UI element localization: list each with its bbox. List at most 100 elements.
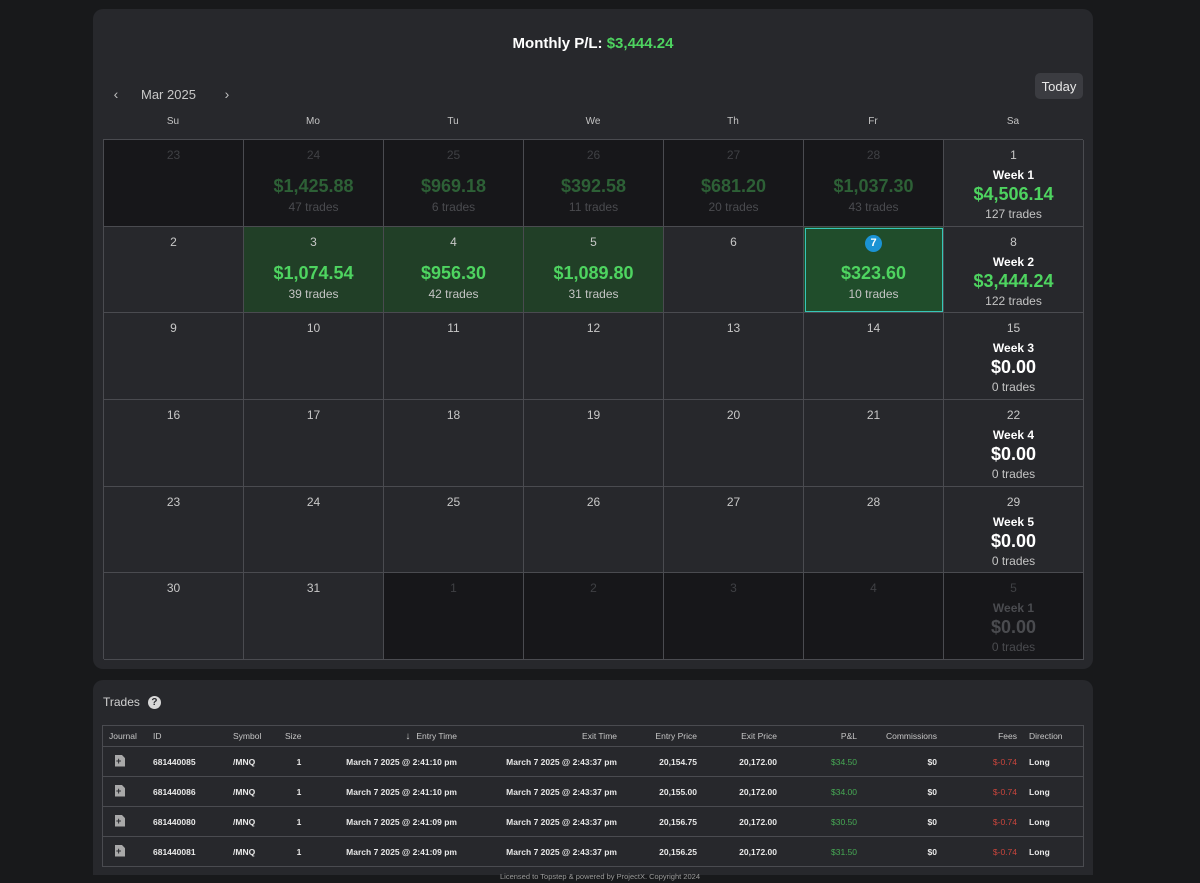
trade-id: 681440081 <box>153 846 196 857</box>
journal-note-icon[interactable] <box>115 844 125 857</box>
column-header-exit-price[interactable]: Exit Price <box>741 731 777 741</box>
calendar-day-cell[interactable]: 14 <box>804 313 944 400</box>
column-header-fees[interactable]: Fees <box>998 731 1017 741</box>
calendar-day-cell[interactable]: 11 <box>384 313 524 400</box>
calendar-day-cell[interactable]: 28 $1,037.30 43 trades <box>804 140 944 227</box>
week-pl-amount: $0.00 <box>990 443 1037 464</box>
calendar-day-cell[interactable]: 21 <box>804 399 944 487</box>
column-header-id[interactable]: ID <box>153 731 162 741</box>
trade-symbol: /MNQ <box>233 846 256 857</box>
current-month: Mar 2025 <box>141 86 196 102</box>
column-header-exit-time[interactable]: Exit Time <box>582 731 617 741</box>
week-summary-cell[interactable]: 15 Week 3 $0.00 0 trades <box>944 313 1084 400</box>
day-number: 11 <box>447 321 460 336</box>
day-number: 25 <box>446 494 461 509</box>
day-number: 1 <box>450 581 457 596</box>
journal-cell <box>103 754 147 769</box>
column-header-entry-price[interactable]: Entry Price <box>655 731 697 741</box>
day-trade-count: 47 trades <box>288 200 339 214</box>
calendar-day-cell[interactable]: 26 $392.58 11 trades <box>524 140 664 227</box>
column-header-commissions[interactable]: Commissions <box>885 731 937 741</box>
day-number: 4 <box>450 234 457 249</box>
day-number: 12 <box>586 321 601 336</box>
calendar-day-cell[interactable]: 25 $969.18 6 trades <box>384 140 524 227</box>
column-header-entry-time[interactable]: ↓ Entry Time <box>319 731 463 742</box>
calendar-day-cell[interactable]: 17 <box>244 399 384 487</box>
day-number: 2 <box>590 581 597 596</box>
calendar-day-cell[interactable]: 23 <box>104 140 244 227</box>
column-header-symbol[interactable]: Symbol <box>233 731 262 741</box>
calendar-day-cell[interactable]: 27 <box>664 486 804 574</box>
calendar-day-cell[interactable]: 4 <box>804 573 944 660</box>
calendar-day-cell[interactable]: 24 $1,425.88 47 trades <box>244 140 384 227</box>
calendar-day-cell[interactable]: 13 <box>664 313 804 400</box>
day-trade-count: 43 trades <box>848 200 899 214</box>
week-summary-cell[interactable]: 22 Week 4 $0.00 0 trades <box>944 399 1084 487</box>
day-number: 1 <box>1010 148 1017 162</box>
calendar-day-cell[interactable]: 20 <box>664 399 804 487</box>
day-number: 3 <box>310 234 317 249</box>
day-number: 5 <box>1010 581 1017 596</box>
calendar-day-cell[interactable]: 18 <box>384 399 524 487</box>
calendar-day-cell[interactable]: 31 <box>244 573 384 660</box>
week-summary-cell[interactable]: 29 Week 5 $0.00 0 trades <box>944 486 1084 574</box>
calendar-day-cell[interactable]: 1 <box>384 573 524 660</box>
calendar-day-cell[interactable]: 27 $681.20 20 trades <box>664 140 804 227</box>
chevron-left-icon[interactable]: ‹ <box>113 86 119 102</box>
calendar-day-cell[interactable]: 9 <box>104 313 244 400</box>
calendar-day-cell[interactable]: 3 $1,074.54 39 trades <box>244 226 384 314</box>
calendar-day-cell[interactable]: 5 $1,089.80 31 trades <box>524 226 664 314</box>
sort-down-icon[interactable]: ↓ <box>405 730 411 742</box>
table-row[interactable]: 681440080/MNQ 1 March 7 2025 @ 2:41:09 pm M… <box>103 807 1083 837</box>
calendar-day-cell[interactable]: 10 <box>244 313 384 400</box>
week-pl-amount: $4,506.14 <box>973 184 1054 204</box>
calendar-day-cell[interactable]: 2 <box>104 226 244 314</box>
journal-note-icon[interactable] <box>115 814 125 827</box>
trade-symbol: /MNQ <box>233 756 256 767</box>
table-row[interactable]: 681440086/MNQ 1 March 7 2025 @ 2:41:10 pm M… <box>103 777 1083 807</box>
week-summary-cell[interactable]: 8 Week 2 $3,444.24 122 trades <box>944 226 1084 314</box>
help-icon[interactable]: ? <box>147 695 161 709</box>
calendar-day-cell[interactable]: 24 <box>244 486 384 574</box>
day-number: 27 <box>726 494 741 509</box>
calendar-day-cell[interactable]: 12 <box>524 313 664 400</box>
chevron-right-icon[interactable]: › <box>224 86 230 102</box>
calendar-day-cell[interactable]: 30 <box>104 573 244 660</box>
column-header-size[interactable]: Size <box>285 731 302 741</box>
today-button[interactable]: Today <box>1035 73 1083 99</box>
calendar-day-cell[interactable]: 26 <box>524 486 664 574</box>
day-number: 13 <box>726 321 741 336</box>
calendar-day-cell[interactable]: 3 <box>664 573 804 660</box>
entry-time-header-label: Entry Time <box>416 730 457 741</box>
trade-exit-time: March 7 2025 @ 2:43:37 pm <box>506 786 617 797</box>
week-summary-cell[interactable]: 5 Week 1 $0.00 0 trades <box>944 573 1084 660</box>
trade-entry-time: March 7 2025 @ 2:41:09 pm <box>346 846 457 857</box>
calendar-day-cell[interactable]: 19 <box>524 399 664 487</box>
calendar-day-cell[interactable]: 25 <box>384 486 524 574</box>
calendar-day-cell[interactable]: 2 <box>524 573 664 660</box>
column-header-direction[interactable]: Direction <box>1029 731 1063 741</box>
column-header-journal[interactable]: Journal <box>109 731 137 741</box>
day-number: 25 <box>446 148 461 162</box>
day-pl-amount: $681.20 <box>700 176 767 196</box>
trade-exit-time: March 7 2025 @ 2:43:37 pm <box>506 756 617 767</box>
week-label: Week 5 <box>992 514 1035 529</box>
calendar-day-cell[interactable]: 23 <box>104 486 244 574</box>
journal-note-icon[interactable] <box>115 784 125 797</box>
calendar-day-cell[interactable]: 28 <box>804 486 944 574</box>
day-pl-amount: $1,037.30 <box>833 176 914 196</box>
column-header-p-l[interactable]: P&L <box>840 731 857 741</box>
journal-note-icon[interactable] <box>115 754 125 767</box>
day-number: 21 <box>866 407 881 422</box>
table-row[interactable]: 681440085/MNQ 1 March 7 2025 @ 2:41:10 pm M… <box>103 747 1083 777</box>
day-number: 10 <box>306 321 321 336</box>
month-navigation: ‹ Mar 2025 › <box>105 84 238 104</box>
week-pl-amount: $0.00 <box>990 617 1037 638</box>
journal-cell <box>103 844 147 859</box>
calendar-day-cell[interactable]: 16 <box>104 399 244 487</box>
calendar-day-cell[interactable]: 7 $323.60 10 trades <box>804 226 944 314</box>
calendar-day-cell[interactable]: 4 $956.30 42 trades <box>384 226 524 314</box>
calendar-day-cell[interactable]: 6 <box>664 226 804 314</box>
week-summary-cell[interactable]: 1 Week 1 $4,506.14 127 trades <box>944 140 1084 227</box>
table-row[interactable]: 681440081/MNQ 1 March 7 2025 @ 2:41:09 pm M… <box>103 837 1083 867</box>
